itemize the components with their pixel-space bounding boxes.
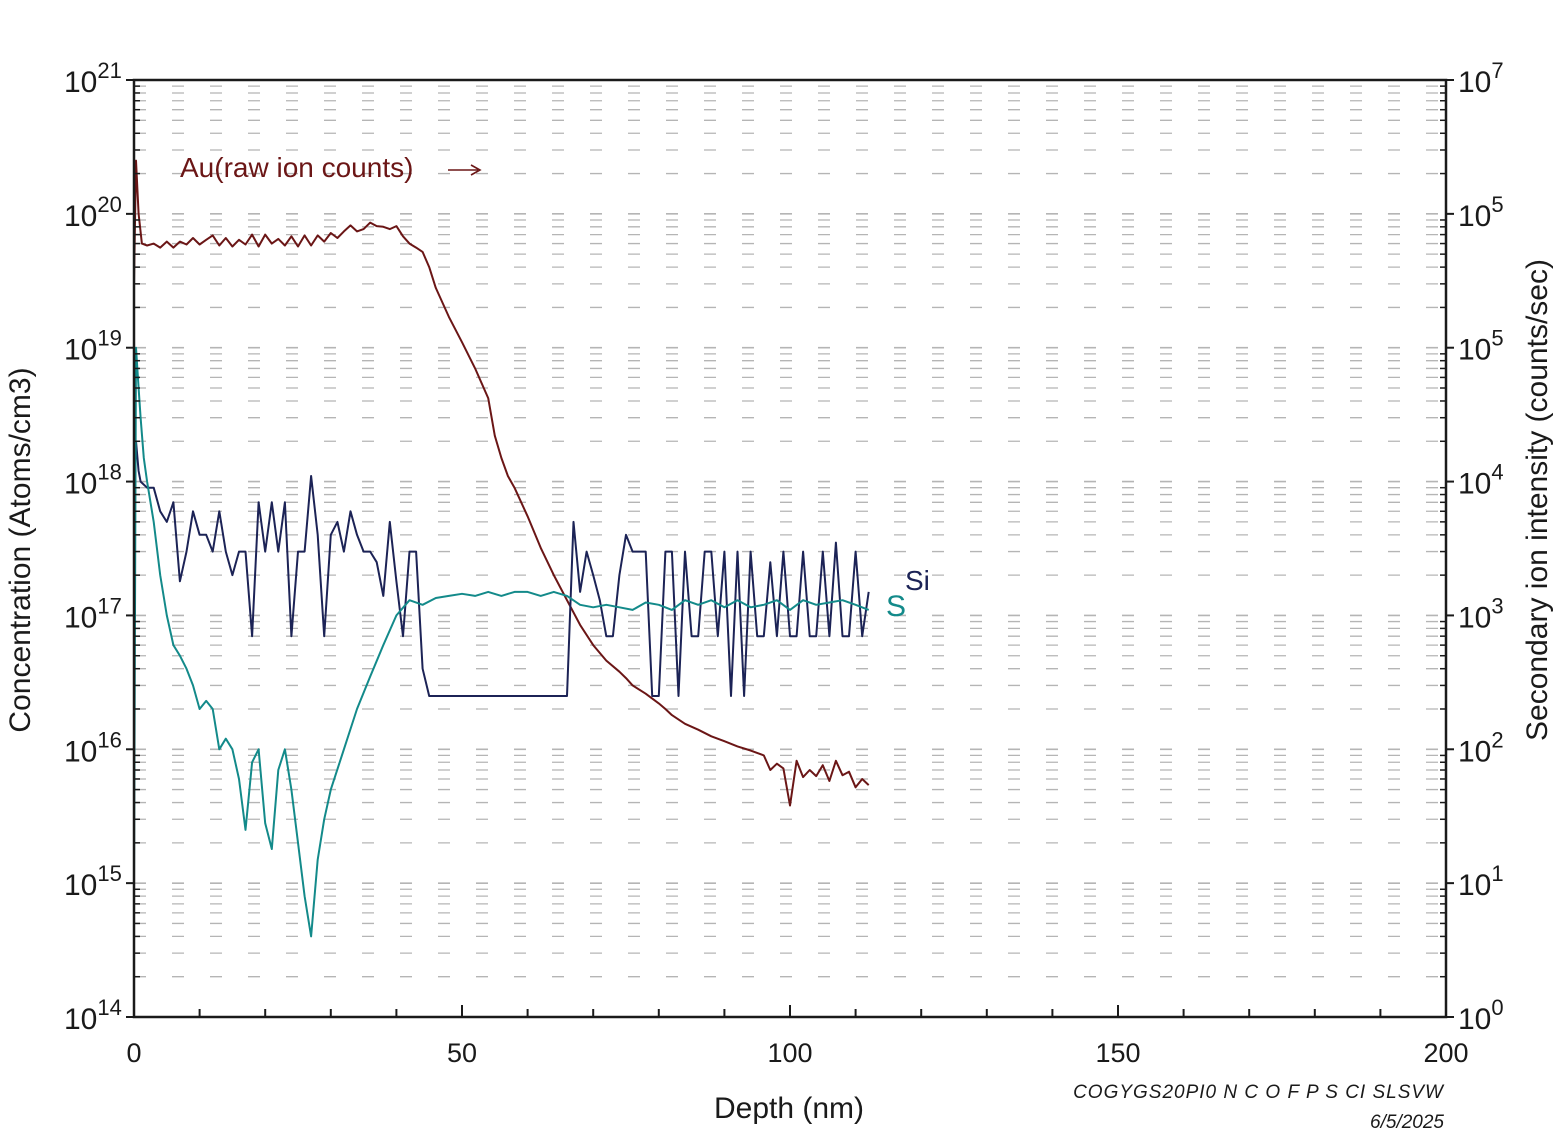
y-left-tick-label: 1017 bbox=[64, 593, 122, 634]
y-right-tick-label: 104 bbox=[1458, 460, 1504, 501]
y-left-axis-ticks: 1014 1015 1016 1017 1018 1019 1020 1021 bbox=[64, 58, 140, 1036]
footer-code: COGYGS20PI0 N C O F P S CI SLSVW bbox=[1073, 1082, 1444, 1103]
series-label-si: Si bbox=[905, 565, 930, 596]
x-tick-label: 200 bbox=[1423, 1038, 1468, 1068]
label-layer: SiS bbox=[886, 565, 930, 623]
y-right-tick-label: 107 bbox=[1458, 58, 1504, 99]
y-left-tick-label: 1021 bbox=[64, 58, 122, 99]
series-label-s: S bbox=[886, 590, 906, 623]
y-right-tick-label: 105 bbox=[1458, 192, 1504, 233]
y-right-axis-title: Secondary ion intensity (counts/sec) bbox=[1521, 259, 1554, 741]
y-left-axis-title: Concentration (Atoms/cm3) bbox=[4, 367, 37, 732]
y-right-tick-label: 100 bbox=[1458, 995, 1504, 1036]
y-left-tick-label: 1020 bbox=[64, 192, 122, 233]
series-line-s bbox=[133, 346, 870, 938]
x-tick-label: 150 bbox=[1095, 1038, 1140, 1068]
x-axis-ticks: 0 50 100 150 200 bbox=[126, 1005, 1469, 1068]
y-left-tick-label: 1018 bbox=[64, 460, 122, 501]
y-right-tick-label: 105 bbox=[1458, 326, 1504, 367]
y-right-tick-label: 103 bbox=[1458, 593, 1504, 634]
au-annotation: Au(raw ion counts) bbox=[180, 152, 413, 183]
series-line-au-raw-ion-counts- bbox=[133, 159, 870, 807]
y-right-tick-label: 101 bbox=[1458, 861, 1504, 902]
x-axis-title: Depth (nm) bbox=[714, 1092, 864, 1125]
au-annotation-arrowhead bbox=[470, 164, 482, 176]
y-right-tick-label: 102 bbox=[1458, 727, 1504, 768]
footer-date: 6/5/2025 bbox=[1370, 1112, 1444, 1133]
x-tick-label: 100 bbox=[767, 1038, 812, 1068]
y-left-tick-label: 1014 bbox=[64, 995, 122, 1036]
y-left-tick-label: 1016 bbox=[64, 727, 122, 768]
x-tick-label: 50 bbox=[447, 1038, 477, 1068]
series-line-si bbox=[133, 440, 870, 697]
y-right-axis-ticks: 100 101 102 103 104 105 105 107 bbox=[1440, 58, 1504, 1036]
y-left-tick-label: 1019 bbox=[64, 326, 122, 367]
x-tick-label: 0 bbox=[126, 1038, 141, 1068]
series-layer bbox=[133, 159, 870, 938]
grid-lines bbox=[134, 85, 1446, 1018]
y-left-tick-label: 1015 bbox=[64, 861, 122, 902]
